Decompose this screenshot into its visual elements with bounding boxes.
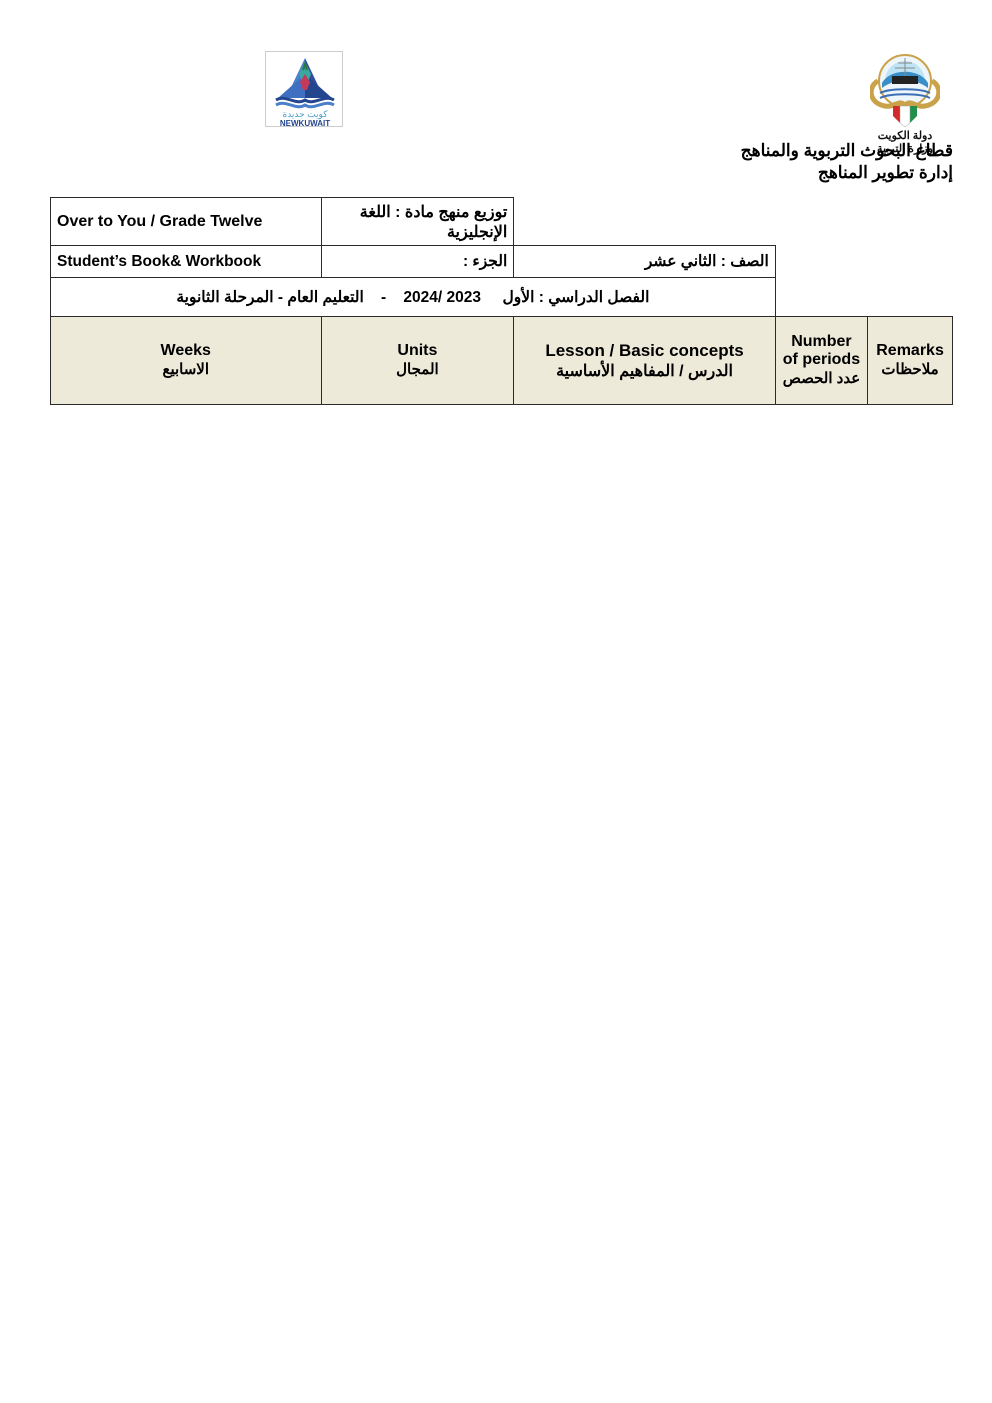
svg-text:NEWKUWAIT: NEWKUWAIT — [280, 119, 330, 128]
